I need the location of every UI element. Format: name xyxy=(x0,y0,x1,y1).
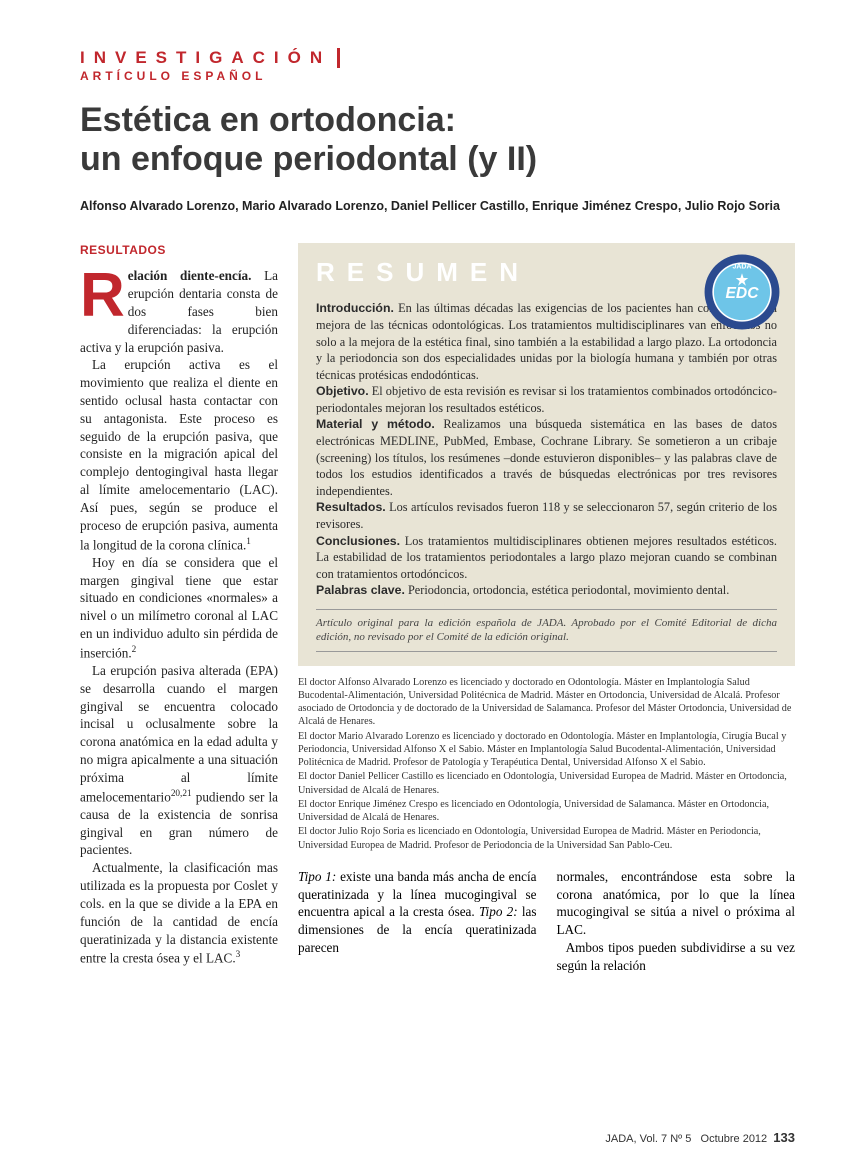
category-label: INVESTIGACIÓN xyxy=(80,48,340,68)
bottom-columns: Tipo 1: existe una banda más ancha de en… xyxy=(298,868,795,975)
bottom-col-2: normales, encontrándose esta sobre la co… xyxy=(557,868,796,975)
citation-2: 2 xyxy=(132,644,137,654)
affiliation-4: El doctor Enrique Jiménez Crespo es lice… xyxy=(298,798,795,825)
results-text: Los artículos revisados fueron 118 y se … xyxy=(316,500,777,531)
results-label: Resultados. xyxy=(316,500,386,514)
abstract-box: JADA EDC RESUMEN Introducción. En las úl… xyxy=(298,243,795,665)
citation-20-21: 20,21 xyxy=(171,788,192,798)
authors-list: Alfonso Alvarado Lorenzo, Mario Alvarado… xyxy=(80,197,795,215)
intro-label: Introducción. xyxy=(316,301,394,315)
affiliation-3: El doctor Daniel Pellicer Castillo es li… xyxy=(298,770,795,797)
issue-date: Octubre 2012 xyxy=(701,1133,768,1145)
objective-label: Objetivo. xyxy=(316,384,369,398)
tipo-2-label: Tipo 2: xyxy=(479,904,518,919)
subcategory-label: ARTÍCULO ESPAÑOL xyxy=(80,69,795,83)
tipo-1-label: Tipo 1: xyxy=(298,869,336,884)
affiliation-5: El doctor Julio Rojo Soria es licenciado… xyxy=(298,825,795,852)
methods-label: Material y método. xyxy=(316,417,435,431)
citation-1: 1 xyxy=(246,536,251,546)
article-title: Estética en ortodoncia: un enfoque perio… xyxy=(80,101,795,179)
abstract-note: Artículo original para la edición españo… xyxy=(316,609,777,652)
conclusions-label: Conclusiones. xyxy=(316,534,400,548)
bottom-col-1: Tipo 1: existe una banda más ancha de en… xyxy=(298,868,537,975)
results-heading: RESULTADOS xyxy=(80,243,278,257)
paragraph-3: Hoy en día se considera que el margen gi… xyxy=(80,554,278,662)
page-number: 133 xyxy=(773,1130,795,1145)
body-text: Relación diente-encía. La erupción denta… xyxy=(80,267,278,967)
keywords-text: Periodoncia, ortodoncia, estética period… xyxy=(405,583,729,597)
paragraph-5: Actualmente, la clasificación mas utiliz… xyxy=(80,859,278,967)
affiliation-1: El doctor Alfonso Alvarado Lorenzo es li… xyxy=(298,676,795,729)
col2-text-b: Ambos tipos pueden subdividirse a su vez… xyxy=(557,940,796,973)
right-column: JADA EDC RESUMEN Introducción. En las úl… xyxy=(298,243,795,974)
paragraph-1: Relación diente-encía. La erupción denta… xyxy=(80,267,278,356)
title-line-2: un enfoque periodontal (y II) xyxy=(80,140,537,178)
affiliation-2: El doctor Mario Alvarado Lorenzo es lice… xyxy=(298,730,795,770)
paragraph-2: La erupción activa es el movimiento que … xyxy=(80,356,278,553)
citation-3: 3 xyxy=(236,949,241,959)
journal-info: JADA, Vol. 7 Nº 5 xyxy=(605,1133,691,1145)
left-column: RESULTADOS Relación diente-encía. La eru… xyxy=(80,243,278,974)
svg-text:JADA: JADA xyxy=(732,264,751,271)
main-content: RESULTADOS Relación diente-encía. La eru… xyxy=(80,243,795,974)
lead-bold: elación diente-encía. xyxy=(128,268,252,283)
objective-text: El objetivo de esta revisión es revisar … xyxy=(316,384,777,415)
jada-edc-seal-icon: JADA EDC xyxy=(703,253,781,331)
keywords-label: Palabras clave. xyxy=(316,583,405,597)
page-footer: JADA, Vol. 7 Nº 5 Octubre 2012 133 xyxy=(605,1130,795,1145)
author-affiliations: El doctor Alfonso Alvarado Lorenzo es li… xyxy=(298,676,795,852)
col2-text-a: normales, encontrándose esta sobre la co… xyxy=(557,869,796,937)
paragraph-4: La erupción pasiva alterada (EPA) se des… xyxy=(80,662,278,859)
abstract-body: Introducción. En las últimas décadas las… xyxy=(316,300,777,651)
article-header: INVESTIGACIÓN ARTÍCULO ESPAÑOL xyxy=(80,48,795,83)
title-line-1: Estética en ortodoncia: xyxy=(80,101,456,139)
dropcap-r: R xyxy=(80,271,125,322)
svg-text:EDC: EDC xyxy=(726,286,760,303)
